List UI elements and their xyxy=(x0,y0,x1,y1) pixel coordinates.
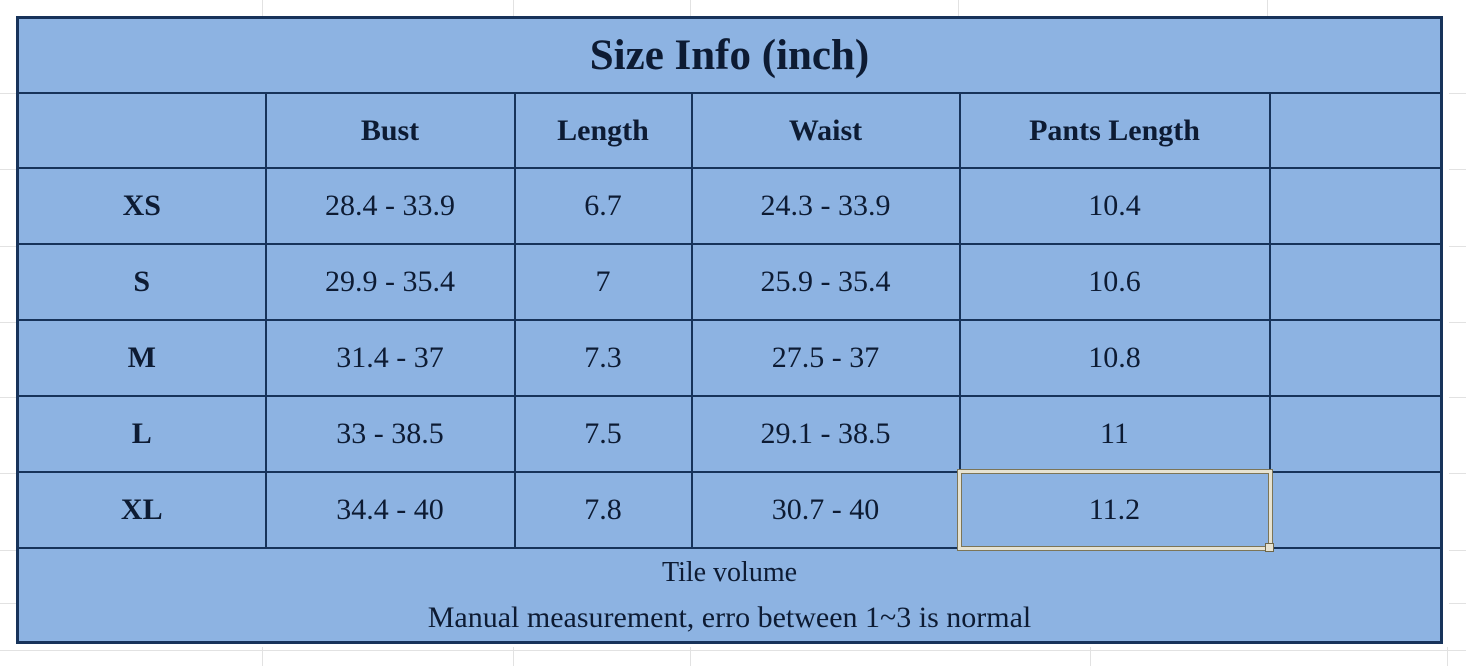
cell-xs-waist[interactable]: 24.3 - 33.9 xyxy=(690,167,961,245)
cell-m-waist[interactable]: 27.5 - 37 xyxy=(690,319,961,397)
gridline xyxy=(0,603,16,604)
footer-notes[interactable]: Tile volume Manual measurement, erro bet… xyxy=(16,547,1443,644)
gridline xyxy=(1447,647,1448,666)
row-label-xs[interactable]: XS xyxy=(16,167,267,245)
gridline xyxy=(0,650,1466,651)
column-header-waist[interactable]: Waist xyxy=(690,92,961,169)
gridline xyxy=(262,0,263,16)
gridline xyxy=(1267,0,1268,16)
gridline xyxy=(690,0,691,16)
cell-l-length[interactable]: 7.5 xyxy=(513,395,693,473)
cell-xl-length[interactable]: 7.8 xyxy=(513,471,693,549)
gridline xyxy=(0,550,16,551)
cell-s-pants-length[interactable]: 10.6 xyxy=(958,243,1271,321)
row-label-m[interactable]: M xyxy=(16,319,267,397)
gridline xyxy=(0,322,16,323)
gridline xyxy=(1449,603,1466,604)
gridline xyxy=(958,0,959,16)
table-row-s: S 29.9 - 35.4 7 25.9 - 35.4 10.6 xyxy=(16,243,1443,321)
row-label-l[interactable]: L xyxy=(16,395,267,473)
gridline xyxy=(513,0,514,16)
column-header-length[interactable]: Length xyxy=(513,92,693,169)
cell-m-bust[interactable]: 31.4 - 37 xyxy=(264,319,516,397)
table-row-xs: XS 28.4 - 33.9 6.7 24.3 - 33.9 10.4 xyxy=(16,167,1443,245)
gridline xyxy=(1449,93,1466,94)
gridline xyxy=(1449,473,1466,474)
row-label-xl[interactable]: XL xyxy=(16,471,267,549)
gridline xyxy=(0,397,16,398)
cell-s-length[interactable]: 7 xyxy=(513,243,693,321)
cell-m-extra[interactable] xyxy=(1268,319,1443,397)
cell-l-waist[interactable]: 29.1 - 38.5 xyxy=(690,395,961,473)
cell-xl-pants-length[interactable]: 11.2 xyxy=(958,471,1271,549)
row-label-s[interactable]: S xyxy=(16,243,267,321)
cell-l-extra[interactable] xyxy=(1268,395,1443,473)
column-header-bust[interactable]: Bust xyxy=(264,92,516,169)
fill-handle[interactable] xyxy=(1264,543,1274,552)
gridline xyxy=(0,169,16,170)
column-header-pants-length[interactable]: Pants Length xyxy=(958,92,1271,169)
gridline xyxy=(513,647,514,666)
gridline xyxy=(0,93,16,94)
gridline xyxy=(262,647,263,666)
gridline xyxy=(690,647,691,666)
size-info-table: Size Info (inch) Bust Length Waist Pants… xyxy=(16,16,1443,644)
note-line-2: Manual measurement, erro between 1~3 is … xyxy=(427,601,1032,634)
cell-l-pants-length[interactable]: 11 xyxy=(958,395,1271,473)
title-row: Size Info (inch) xyxy=(16,16,1443,94)
gridline xyxy=(1449,169,1466,170)
cell-m-length[interactable]: 7.3 xyxy=(513,319,693,397)
table-row-l: L 33 - 38.5 7.5 29.1 - 38.5 11 xyxy=(16,395,1443,473)
cell-xs-bust[interactable]: 28.4 - 33.9 xyxy=(264,167,516,245)
cell-s-bust[interactable]: 29.9 - 35.4 xyxy=(264,243,516,321)
note-line-1: Tile volume xyxy=(661,557,798,588)
table-row-xl: XL 34.4 - 40 7.8 30.7 - 40 11.2 xyxy=(16,471,1443,549)
cell-s-waist[interactable]: 25.9 - 35.4 xyxy=(690,243,961,321)
gridline xyxy=(1090,647,1091,666)
cell-xl-bust[interactable]: 34.4 - 40 xyxy=(264,471,516,549)
header-row: Bust Length Waist Pants Length xyxy=(16,92,1443,169)
table-row-m: M 31.4 - 37 7.3 27.5 - 37 10.8 xyxy=(16,319,1443,397)
cell-xs-extra[interactable] xyxy=(1268,167,1443,245)
gridline xyxy=(1449,397,1466,398)
cell-xl-waist[interactable]: 30.7 - 40 xyxy=(690,471,961,549)
cell-xs-pants-length[interactable]: 10.4 xyxy=(958,167,1271,245)
gridline xyxy=(0,473,16,474)
gridline xyxy=(1449,322,1466,323)
column-header-empty[interactable] xyxy=(1268,92,1443,169)
cell-s-extra[interactable] xyxy=(1268,243,1443,321)
cell-xl-extra[interactable] xyxy=(1268,471,1443,549)
column-header-size[interactable] xyxy=(16,92,267,169)
cell-xs-length[interactable]: 6.7 xyxy=(513,167,693,245)
cell-m-pants-length[interactable]: 10.8 xyxy=(958,319,1271,397)
gridline xyxy=(0,246,16,247)
gridline xyxy=(1449,246,1466,247)
cell-l-bust[interactable]: 33 - 38.5 xyxy=(264,395,516,473)
table-title[interactable]: Size Info (inch) xyxy=(16,16,1443,94)
gridline xyxy=(1449,550,1466,551)
footer-row: Tile volume Manual measurement, erro bet… xyxy=(16,547,1443,644)
